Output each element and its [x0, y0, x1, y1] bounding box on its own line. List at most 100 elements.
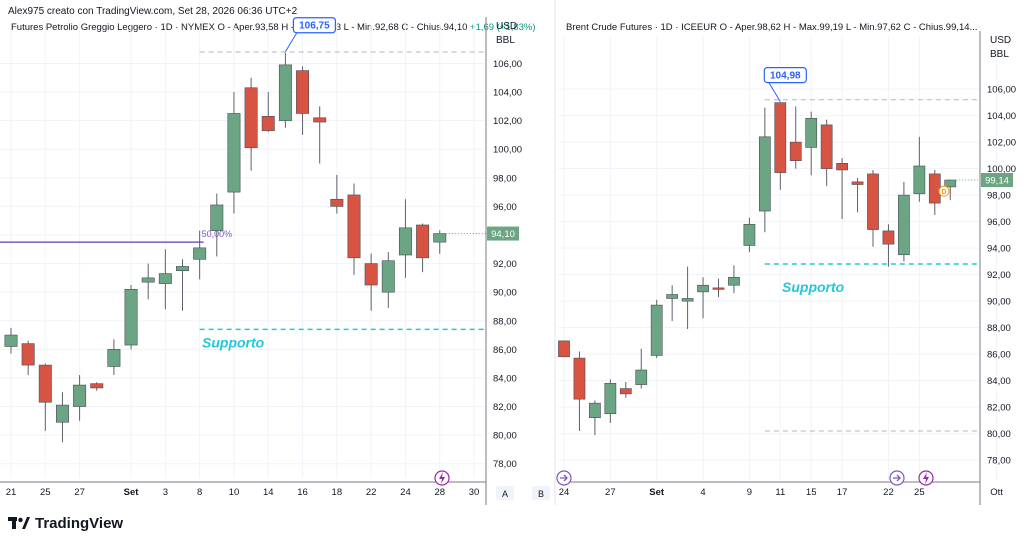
brent-y-tick: 80,00 [987, 429, 1011, 440]
brent-ohlc: O - Aper.98,62 H - Max.99,19 L - Min.97,… [719, 22, 978, 33]
brent-candle-body [589, 402, 601, 419]
wti-x-tick: 22 [366, 487, 377, 498]
wti-candle-body [244, 87, 258, 149]
wti-ohlc: O - Aper.93,58 H - Max.94,33 L - Min.92,… [217, 22, 468, 33]
wti-candle-body [21, 343, 35, 366]
wti-x-tick: 28 [434, 487, 445, 498]
brent-x-tick: Ott [990, 487, 1003, 498]
creator-caption: Alex975 creato con TradingView.com, Set … [8, 6, 298, 17]
brent-x-tick: 22 [883, 487, 894, 498]
brent-candle-body [573, 357, 586, 400]
wti-scale-button [496, 486, 514, 500]
brent-candle-body [882, 230, 895, 245]
wti-candle-body [193, 247, 207, 260]
wti-chart[interactable]: USD BBL 78,00 80,00 82,00 84,00 86,00 88,00 90,0… [0, 0, 560, 505]
wti-y-tick: 102,00 [493, 116, 522, 127]
brent-candle-body [774, 102, 787, 173]
brent-title: Brent Crude Futures · 1D · ICEEUR [566, 22, 717, 33]
wti-candle-body [141, 277, 155, 283]
wti-x-tick: Set [124, 487, 140, 498]
wti-x-tick: 25 [40, 487, 51, 498]
tradingview-wordmark: TradingView [35, 515, 124, 532]
wti-candle-body [227, 113, 241, 193]
wti-x-tick: 3 [163, 487, 168, 498]
brent-unit: BBL [990, 49, 1009, 60]
brent-high-label: 104,98 [770, 71, 801, 82]
brent-y-tick: 98,00 [987, 191, 1011, 202]
brent-x-tick: 17 [837, 487, 848, 498]
wti-candle-body [55, 404, 69, 423]
brent-x-tick: 4 [700, 487, 705, 498]
brent-candle-body [851, 181, 864, 185]
wti-scale-button [532, 486, 550, 500]
wti-y-tick: 100,00 [493, 145, 522, 156]
wti-x-tick: 21 [6, 487, 17, 498]
brent-candle-body [820, 124, 833, 169]
wti-change: +1,69 (+1,83%) [470, 22, 536, 33]
wti-x-tick: 24 [400, 487, 411, 498]
brent-candle-body [635, 369, 648, 385]
wti-y-tick: 90,00 [493, 288, 517, 299]
brent-candle-body [789, 141, 802, 161]
brent-candle-body [558, 340, 570, 358]
brent-candle-body [681, 298, 694, 302]
brent-dividend-icon [938, 185, 950, 197]
wti-high-pointer [284, 31, 298, 52]
wti-last-price-badge [487, 226, 519, 241]
wti-high-callout [292, 17, 336, 34]
wti-x-tick: 16 [297, 487, 308, 498]
wti-last-price: 94,10 [491, 229, 515, 240]
wti-candle-body [347, 194, 361, 259]
brent-y-tick: 84,00 [987, 376, 1011, 387]
brent-last-price: 99,14 [985, 176, 1009, 187]
wti-candle-body [4, 334, 18, 347]
brent-candle-body [913, 165, 926, 195]
wti-y-tick: 84,00 [493, 373, 517, 384]
wti-candle-body [278, 64, 292, 121]
brent-y-tick: 82,00 [987, 403, 1011, 414]
brent-scroll-back-glyph [560, 474, 568, 482]
wti-y-tick: 78,00 [493, 459, 517, 470]
wti-lightning-glyph [439, 472, 445, 484]
wti-candle-body [210, 204, 224, 231]
wti-scale-button-label: B [538, 489, 544, 499]
wti-candle-body [73, 384, 87, 407]
brent-candle-body [805, 117, 818, 148]
brent-high-callout [763, 67, 807, 84]
wti-candle-body [364, 263, 378, 286]
wti-x-tick: 8 [197, 487, 202, 498]
wti-y-tick: 88,00 [493, 316, 517, 327]
brent-y-tick: 92,00 [987, 270, 1011, 281]
brent-chart[interactable]: USD BBL 78,00 80,00 82,00 84,00 86,00 88,00 90,0… [0, 0, 1024, 505]
wti-candle-body [261, 116, 275, 131]
brent-candle-body [604, 382, 617, 415]
tradingview-brand[interactable]: TradingView [8, 515, 123, 532]
brent-candle-body [944, 179, 957, 188]
wti-x-tick: 27 [74, 487, 85, 498]
brent-y-tick: 104,00 [987, 111, 1016, 122]
wti-title: Futures Petrolio Greggio Leggero · 1D · … [11, 22, 215, 33]
brent-candle-body [836, 163, 848, 171]
wti-y-tick: 96,00 [493, 202, 517, 213]
brent-y-tick: 78,00 [987, 456, 1011, 467]
brent-candle-body [898, 194, 910, 256]
brent-candle-body [728, 276, 740, 286]
wti-candle-body [416, 224, 430, 259]
wti-unit: BBL [496, 35, 515, 46]
brent-candle-body [758, 136, 771, 212]
wti-candle-body [176, 266, 189, 272]
brent-y-tick: 100,00 [987, 164, 1016, 175]
brent-x-tick: 25 [914, 487, 925, 498]
brent-candle-body [666, 294, 679, 299]
wti-high-label: 106,75 [299, 21, 330, 32]
wti-y-tick: 82,00 [493, 402, 517, 413]
brent-y-tick: 86,00 [987, 350, 1011, 361]
wti-x-tick: 14 [263, 487, 274, 498]
brent-candle-body [867, 173, 879, 230]
wti-support-label: Supporto [202, 334, 265, 350]
brent-x-tick: 24 [559, 487, 570, 498]
brent-candle-body [650, 304, 663, 356]
wti-candle-body [296, 70, 310, 114]
brent-event-glyph [893, 474, 901, 482]
brent-x-tick: 11 [775, 487, 785, 498]
